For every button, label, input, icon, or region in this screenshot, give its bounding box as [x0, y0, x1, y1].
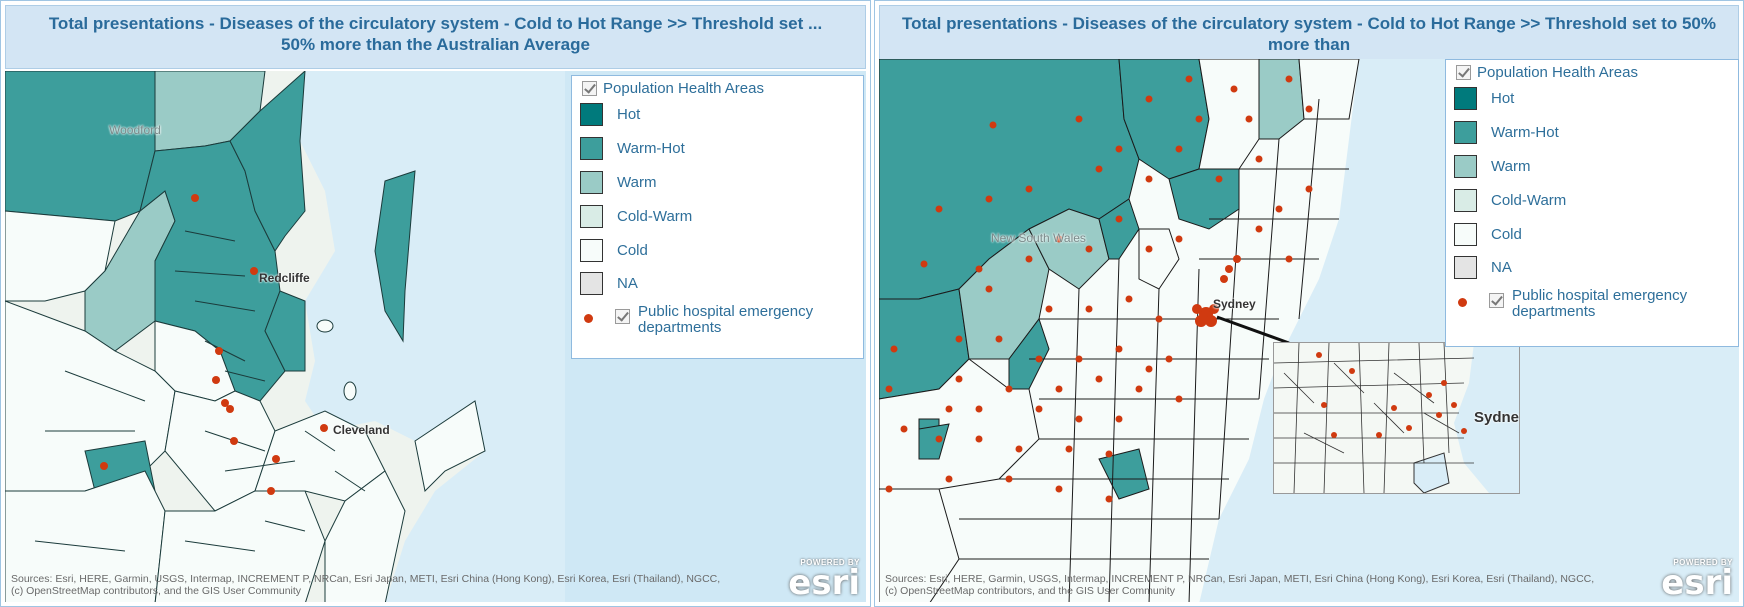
legend-item-hot: Hot	[580, 102, 640, 126]
legend-swatch-cold-warm	[580, 204, 603, 228]
place-label-woodford: Woodford	[109, 123, 161, 137]
map-title-line-1: Total presentations - Diseases of the ci…	[48, 14, 823, 33]
legend-label-hospitals: Public hospital emergency departments	[638, 303, 814, 336]
legend-label-hot: Hot	[1491, 89, 1515, 107]
legend-swatch-na	[1454, 255, 1477, 279]
esri-logo[interactable]: POWERED BY esri	[780, 558, 860, 602]
map-attribution: Sources: Esri, HERE, Garmin, USGS, Inter…	[885, 573, 1595, 597]
hospital-layer-checkbox[interactable]	[615, 309, 630, 324]
map-canvas[interactable]: Woodford Redcliffe Cleveland Population …	[5, 71, 866, 602]
esri-logo[interactable]: POWERED BY esri	[1653, 558, 1733, 602]
map-title-line-1: Total presentations - Diseases of the ci…	[902, 14, 1716, 54]
legend-label-cold: Cold	[617, 241, 648, 259]
legend-swatch-hot	[1454, 86, 1477, 110]
map-legend: Population Health Areas Hot Warm-Hot War…	[1445, 59, 1739, 347]
inset-basemap	[1274, 343, 1519, 493]
legend-swatch-cold	[580, 238, 603, 262]
legend-swatch-cold-warm	[1454, 188, 1477, 212]
map-legend: Population Health Areas Hot Warm-Hot War…	[571, 75, 864, 359]
place-label-cleveland: Cleveland	[333, 423, 390, 437]
legend-item-warm-hot: Warm-Hot	[1454, 120, 1559, 144]
legend-item-cold-warm: Cold-Warm	[580, 204, 692, 228]
map-attribution: Sources: Esri, HERE, Garmin, USGS, Inter…	[11, 573, 721, 597]
sydney-inset-map[interactable]: Sydney	[1273, 342, 1520, 494]
legend-swatch-warm	[580, 170, 603, 194]
esri-powered-by: POWERED BY	[800, 558, 860, 567]
legend-layer-header: Population Health Areas	[582, 78, 764, 98]
legend-layer-title: Population Health Areas	[603, 79, 764, 97]
legend-label-cold-warm: Cold-Warm	[1491, 191, 1567, 209]
legend-layer-header: Population Health Areas	[1456, 62, 1638, 82]
esri-brand: esri	[788, 563, 860, 602]
esri-brand: esri	[1661, 563, 1733, 602]
legend-item-na: NA	[1454, 255, 1512, 279]
map-title-line-2: 50% more than the Australian Average	[281, 35, 590, 54]
legend-swatch-hot	[580, 102, 603, 126]
map-title: Total presentations - Diseases of the ci…	[5, 5, 866, 69]
legend-item-cold-warm: Cold-Warm	[1454, 188, 1566, 212]
map-panel-brisbane: Total presentations - Diseases of the ci…	[0, 0, 871, 607]
map-canvas[interactable]: New South Wales Sydney Sydney	[879, 59, 1739, 602]
hospital-marker-icon	[584, 314, 593, 323]
map-panel-nsw: Total presentations - Diseases of the ci…	[874, 0, 1744, 607]
esri-powered-by: POWERED BY	[1673, 558, 1733, 567]
legend-item-cold: Cold	[580, 238, 648, 262]
legend-item-warm: Warm	[580, 170, 656, 194]
legend-label-warm: Warm	[1491, 157, 1531, 175]
legend-item-warm: Warm	[1454, 154, 1530, 178]
inset-label-sydney: Sydney	[1474, 409, 1520, 426]
map-title: Total presentations - Diseases of the ci…	[879, 5, 1739, 69]
legend-swatch-na	[580, 271, 603, 295]
legend-label-warm: Warm	[617, 173, 657, 191]
legend-swatch-warm-hot	[580, 136, 603, 160]
legend-item-hospitals: Public hospital emergency departments	[582, 304, 838, 336]
legend-layer-title: Population Health Areas	[1477, 63, 1638, 81]
legend-label-hot: Hot	[617, 105, 641, 123]
legend-swatch-warm	[1454, 154, 1477, 178]
legend-label-cold-warm: Cold-Warm	[617, 207, 693, 225]
legend-swatch-cold	[1454, 222, 1477, 246]
legend-item-hot: Hot	[1454, 86, 1514, 110]
layer-visibility-checkbox[interactable]	[1456, 64, 1471, 80]
legend-label-hospitals: Public hospital emergency departments	[1512, 287, 1688, 320]
place-label-sydney: Sydney	[1213, 297, 1256, 311]
hospital-layer-checkbox[interactable]	[1489, 293, 1504, 308]
legend-item-cold: Cold	[1454, 222, 1522, 246]
layer-visibility-checkbox[interactable]	[582, 80, 597, 96]
legend-item-warm-hot: Warm-Hot	[580, 136, 685, 160]
legend-item-hospitals: Public hospital emergency departments	[1456, 288, 1712, 320]
place-label-redcliffe: Redcliffe	[259, 271, 310, 285]
legend-label-cold: Cold	[1491, 225, 1522, 243]
hospital-marker-icon	[1458, 298, 1467, 307]
legend-label-na: NA	[617, 274, 638, 292]
legend-label-na: NA	[1491, 258, 1512, 276]
legend-label-warm-hot: Warm-Hot	[1491, 123, 1559, 141]
legend-item-na: NA	[580, 271, 638, 295]
legend-swatch-warm-hot	[1454, 120, 1477, 144]
legend-label-warm-hot: Warm-Hot	[617, 139, 685, 157]
place-label-new-south-wales: New South Wales	[991, 231, 1086, 245]
